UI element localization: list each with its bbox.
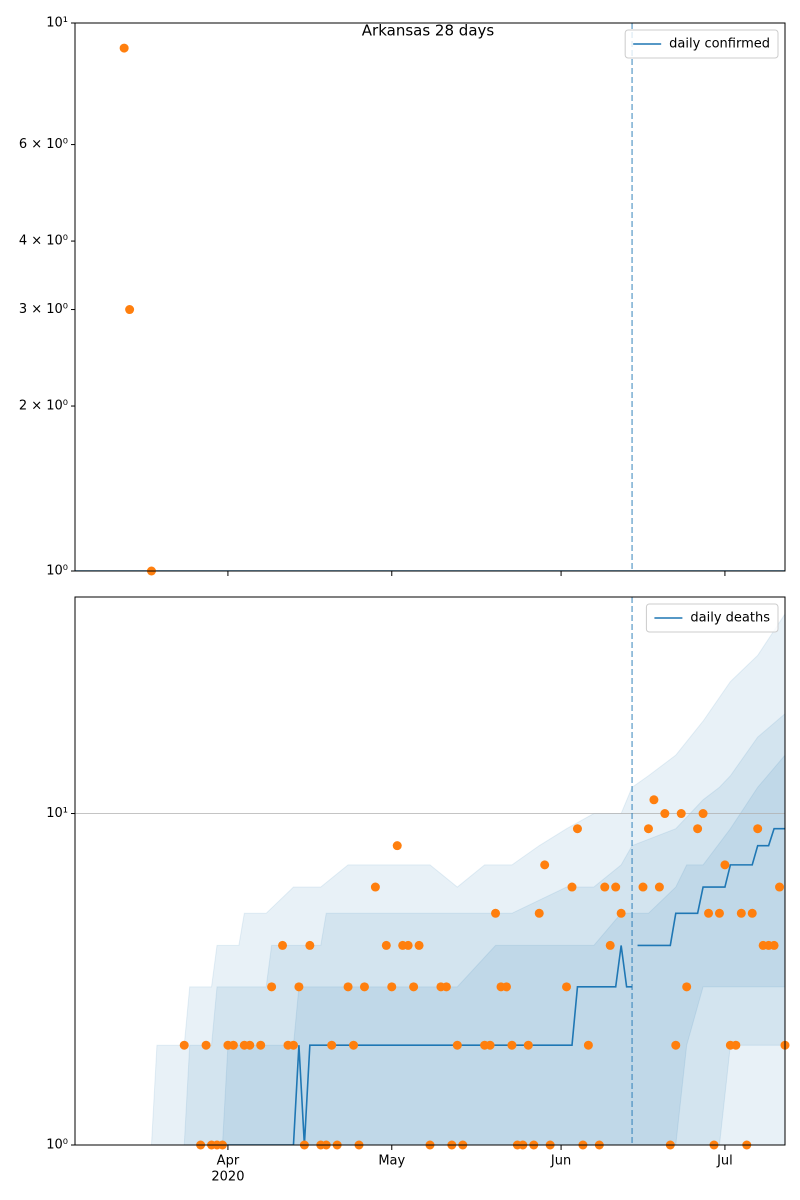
- point: [649, 795, 659, 805]
- point: [201, 1040, 211, 1050]
- point: [267, 982, 277, 992]
- point: [671, 1040, 681, 1050]
- point: [654, 882, 664, 892]
- point: [256, 1040, 266, 1050]
- point: [491, 908, 501, 918]
- point: [414, 940, 424, 950]
- point: [179, 1040, 189, 1050]
- point: [676, 809, 686, 819]
- y-tick-label: 3 × 10⁰: [19, 302, 68, 317]
- point: [534, 908, 544, 918]
- x-sublabel: 2020: [211, 1170, 244, 1185]
- point: [562, 982, 572, 992]
- point: [736, 908, 746, 918]
- legend-box: [624, 29, 779, 59]
- chart-title: Arkansas 28 days: [362, 22, 495, 40]
- axes-frame: [74, 596, 786, 1146]
- y-tick-label: 2 × 10⁰: [19, 399, 68, 414]
- point: [403, 940, 413, 950]
- point: [343, 982, 353, 992]
- legend-box: [645, 603, 779, 633]
- x-tick-label: Jun: [550, 1154, 571, 1169]
- point: [485, 1040, 495, 1050]
- point: [693, 824, 703, 834]
- y-tick-label: 10⁰: [46, 1138, 68, 1153]
- point: [278, 940, 288, 950]
- point: [611, 882, 621, 892]
- legend: daily confirmed: [633, 37, 770, 52]
- point: [409, 982, 419, 992]
- plot-area: [75, 613, 785, 1145]
- point: [704, 908, 714, 918]
- point: [370, 882, 380, 892]
- point: [452, 1040, 462, 1050]
- legend-label: daily deaths: [690, 611, 770, 626]
- point: [441, 982, 451, 992]
- point: [245, 1040, 255, 1050]
- point: [616, 908, 626, 918]
- point: [119, 43, 129, 53]
- point: [305, 940, 315, 950]
- legend-label: daily confirmed: [669, 37, 770, 52]
- point: [660, 809, 670, 819]
- y-tick-label: 10¹: [46, 806, 68, 821]
- point: [747, 908, 757, 918]
- point: [125, 305, 135, 315]
- point: [731, 1040, 741, 1050]
- point: [605, 940, 615, 950]
- x-tick-label: Apr: [217, 1154, 240, 1169]
- point: [769, 940, 779, 950]
- y-tick-label: 10¹: [46, 16, 68, 31]
- point: [572, 824, 582, 834]
- point: [600, 882, 610, 892]
- point: [387, 982, 397, 992]
- point: [682, 982, 692, 992]
- point: [288, 1040, 298, 1050]
- point: [720, 860, 730, 870]
- point: [753, 824, 763, 834]
- legend: daily deaths: [654, 611, 770, 626]
- y-tick-label: 4 × 10⁰: [19, 234, 68, 249]
- point: [567, 882, 577, 892]
- point: [381, 940, 391, 950]
- x-tick-label: Jul: [716, 1154, 733, 1169]
- x-tick-label: May: [378, 1154, 405, 1169]
- point: [392, 841, 402, 851]
- point: [294, 982, 304, 992]
- point: [540, 860, 550, 870]
- point: [698, 809, 708, 819]
- y-tick-label: 10⁰: [46, 564, 68, 579]
- point: [714, 908, 724, 918]
- point: [501, 982, 511, 992]
- point: [643, 824, 653, 834]
- point: [638, 882, 648, 892]
- point: [507, 1040, 517, 1050]
- point: [327, 1040, 337, 1050]
- line: [222, 945, 633, 1145]
- band: [221, 754, 785, 1145]
- point: [775, 882, 785, 892]
- point: [349, 1040, 359, 1050]
- point: [359, 982, 369, 992]
- point: [523, 1040, 533, 1050]
- point: [228, 1040, 238, 1050]
- point: [583, 1040, 593, 1050]
- y-tick-label: 6 × 10⁰: [19, 137, 68, 152]
- axes-frame: [74, 22, 786, 572]
- line: [637, 827, 785, 947]
- band: [183, 713, 785, 1145]
- band: [150, 613, 785, 1145]
